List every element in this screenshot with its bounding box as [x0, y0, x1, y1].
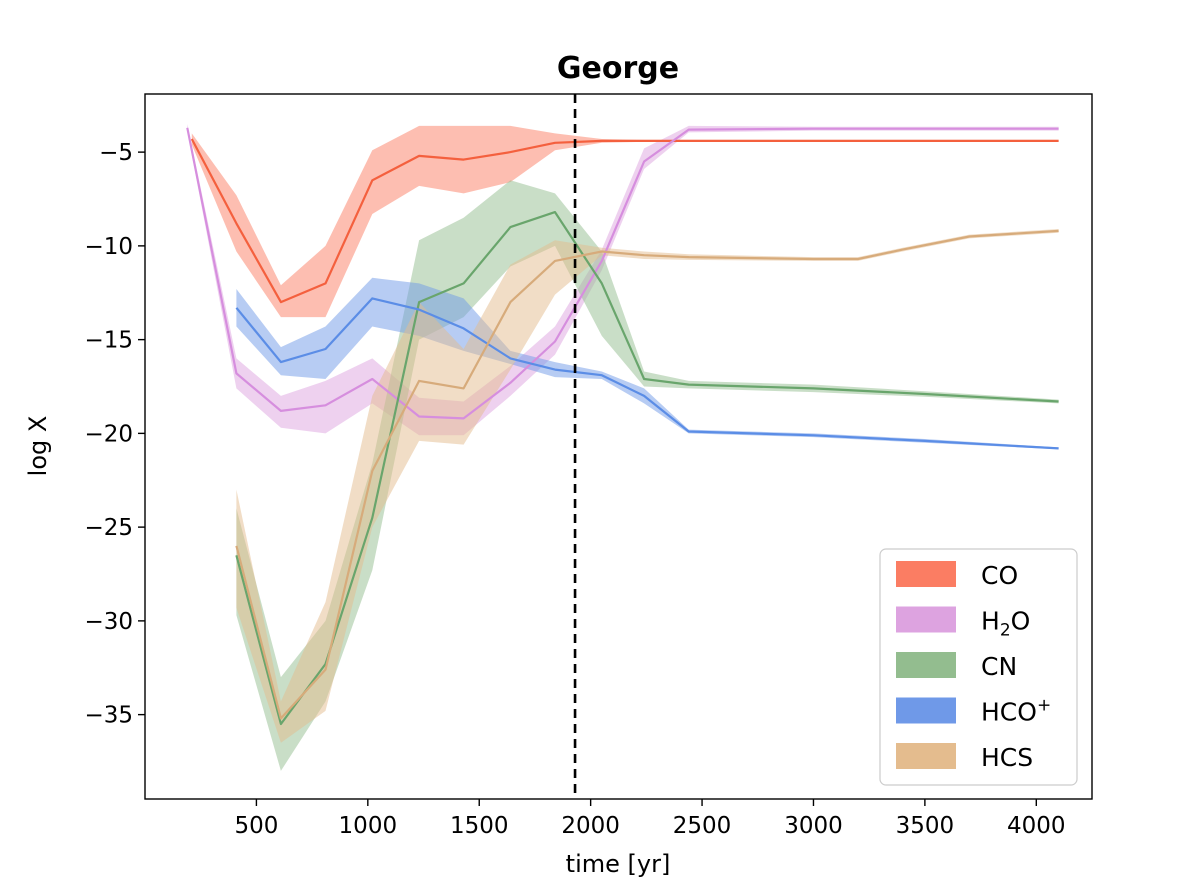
legend-swatch-hco: [896, 697, 956, 724]
x-axis-ticks: 500 1000 1500 2000 2500 3000 3500 4000: [234, 799, 1066, 839]
series-lines: [186, 127, 1059, 726]
line-h2o: [186, 127, 1059, 420]
x-tick-label: 3000: [784, 813, 843, 839]
band-co: [191, 125, 1059, 318]
x-tick-label: 1000: [339, 813, 398, 839]
y-tick-label: −5: [99, 140, 133, 166]
y-axis-label: log X: [24, 416, 52, 477]
legend-label-cn: CN: [981, 652, 1017, 681]
legend-swatch-hcs: [896, 743, 956, 769]
x-tick-label: 500: [234, 813, 278, 839]
y-tick-label: −10: [84, 234, 133, 260]
band-hcs: [236, 229, 1059, 743]
y-tick-label: −20: [84, 421, 133, 447]
line-co: [190, 138, 1059, 304]
legend-label-co: CO: [981, 561, 1018, 590]
chart-title: George: [557, 51, 679, 86]
x-axis-label: time [yr]: [566, 850, 671, 878]
band-hco: [236, 277, 1059, 450]
legend-swatch-co: [896, 561, 956, 587]
legend-label-h2o: H2O: [981, 607, 1030, 641]
line-hco: [235, 297, 1059, 450]
y-tick-label: −25: [84, 515, 133, 541]
plot-frame: [144, 93, 1093, 800]
y-tick-label: −15: [84, 328, 133, 354]
x-tick-label: 2000: [561, 813, 620, 839]
x-tick-label: 2500: [673, 813, 732, 839]
line-hcs: [235, 229, 1059, 720]
x-tick-label: 4000: [1007, 813, 1066, 839]
x-tick-label: 3500: [896, 813, 955, 839]
legend-label-hcs: HCS: [981, 743, 1033, 772]
legend-swatch-cn: [896, 652, 956, 678]
x-tick-label: 1500: [450, 813, 509, 839]
legend-swatch-h2o: [896, 606, 956, 633]
y-tick-label: −30: [84, 609, 133, 635]
y-axis-ticks: −5 −10 −15 −20 −25 −30 −35: [84, 140, 145, 729]
y-tick-label: −35: [84, 703, 133, 729]
